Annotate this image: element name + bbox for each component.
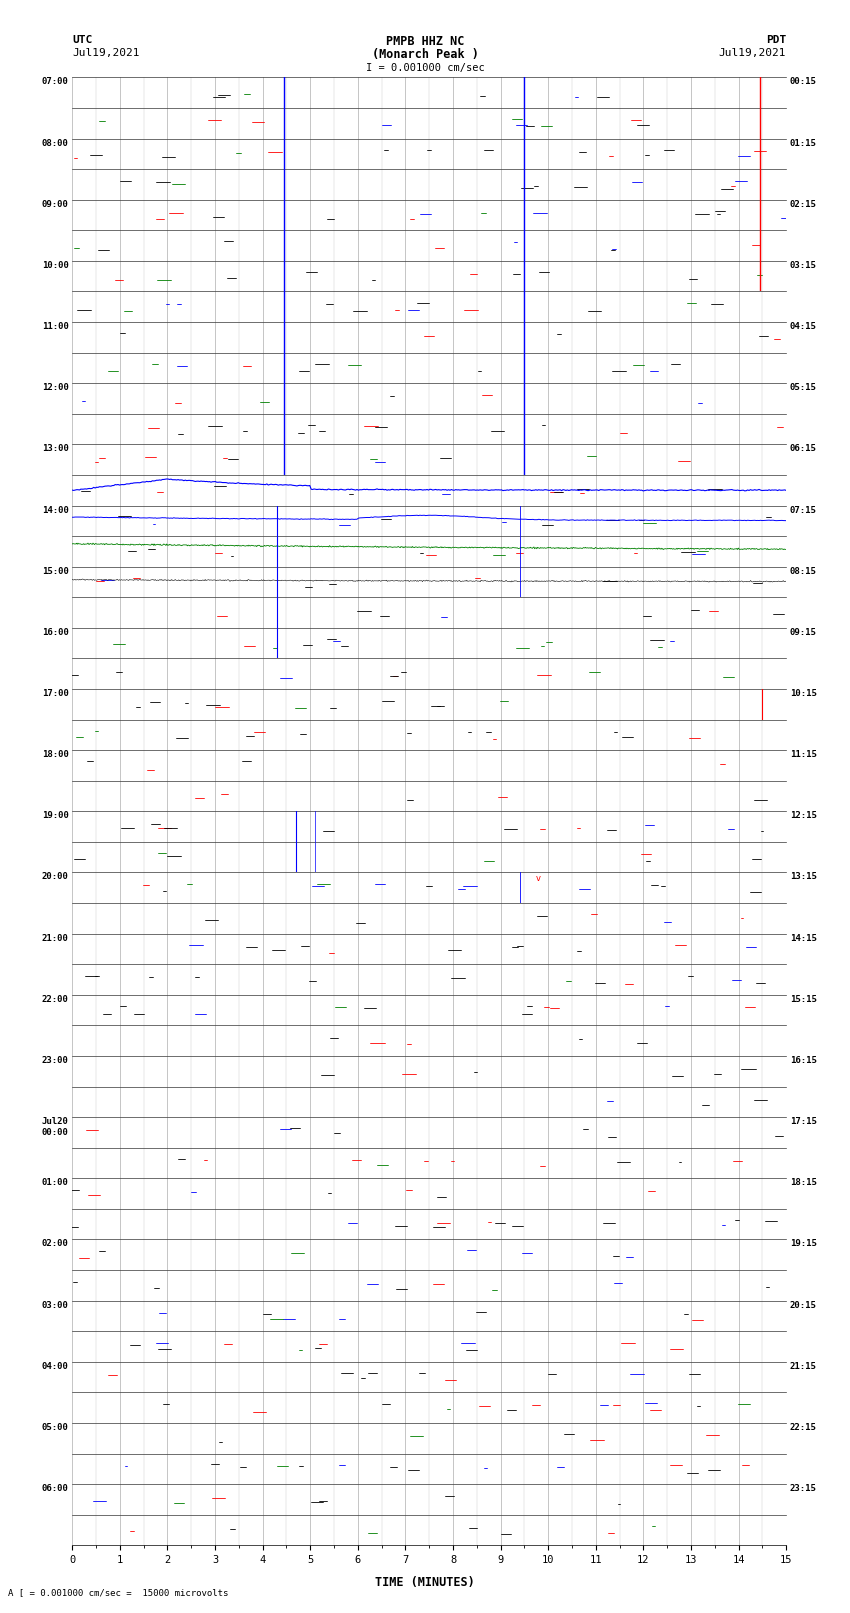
Text: 04:15: 04:15 xyxy=(790,323,817,331)
Text: Jul19,2021: Jul19,2021 xyxy=(72,48,139,58)
Text: 18:15: 18:15 xyxy=(790,1177,817,1187)
Text: 07:00: 07:00 xyxy=(42,77,69,87)
Text: 09:15: 09:15 xyxy=(790,627,817,637)
Text: 22:00: 22:00 xyxy=(42,995,69,1003)
Text: 09:00: 09:00 xyxy=(42,200,69,208)
Text: 10:15: 10:15 xyxy=(790,689,817,698)
Text: A [ = 0.001000 cm/sec =  15000 microvolts: A [ = 0.001000 cm/sec = 15000 microvolts xyxy=(8,1587,229,1597)
Text: 19:15: 19:15 xyxy=(790,1239,817,1248)
Text: 01:00: 01:00 xyxy=(42,1177,69,1187)
Text: 14:00: 14:00 xyxy=(42,505,69,515)
Text: 03:00: 03:00 xyxy=(42,1300,69,1310)
Text: Jul19,2021: Jul19,2021 xyxy=(719,48,786,58)
Text: 14:15: 14:15 xyxy=(790,934,817,942)
Text: 08:15: 08:15 xyxy=(790,566,817,576)
Text: 16:15: 16:15 xyxy=(790,1057,817,1065)
Text: 12:15: 12:15 xyxy=(790,811,817,821)
Text: 06:00: 06:00 xyxy=(42,1484,69,1494)
Text: 08:00: 08:00 xyxy=(42,139,69,147)
Text: 19:00: 19:00 xyxy=(42,811,69,821)
Text: 20:15: 20:15 xyxy=(790,1300,817,1310)
Text: 11:15: 11:15 xyxy=(790,750,817,760)
Text: 15:00: 15:00 xyxy=(42,566,69,576)
Text: 02:15: 02:15 xyxy=(790,200,817,208)
Text: 05:15: 05:15 xyxy=(790,384,817,392)
Text: TIME (MINUTES): TIME (MINUTES) xyxy=(375,1576,475,1589)
Text: 23:15: 23:15 xyxy=(790,1484,817,1494)
Text: 15:15: 15:15 xyxy=(790,995,817,1003)
Text: 01:15: 01:15 xyxy=(790,139,817,147)
Text: 22:15: 22:15 xyxy=(790,1423,817,1432)
Text: 16:00: 16:00 xyxy=(42,627,69,637)
Text: 04:00: 04:00 xyxy=(42,1361,69,1371)
Text: PMPB HHZ NC: PMPB HHZ NC xyxy=(386,35,464,48)
Text: 20:00: 20:00 xyxy=(42,873,69,881)
Text: v: v xyxy=(536,874,541,884)
Text: 11:00: 11:00 xyxy=(42,323,69,331)
Text: 02:00: 02:00 xyxy=(42,1239,69,1248)
Text: 10:00: 10:00 xyxy=(42,261,69,269)
Text: 03:15: 03:15 xyxy=(790,261,817,269)
Text: PDT: PDT xyxy=(766,35,786,45)
Text: 07:15: 07:15 xyxy=(790,505,817,515)
Text: 17:00: 17:00 xyxy=(42,689,69,698)
Text: UTC: UTC xyxy=(72,35,93,45)
Text: 05:00: 05:00 xyxy=(42,1423,69,1432)
Text: 23:00: 23:00 xyxy=(42,1057,69,1065)
Text: 18:00: 18:00 xyxy=(42,750,69,760)
Text: (Monarch Peak ): (Monarch Peak ) xyxy=(371,48,479,61)
Text: I = 0.001000 cm/sec: I = 0.001000 cm/sec xyxy=(366,63,484,73)
Text: 21:15: 21:15 xyxy=(790,1361,817,1371)
Text: 13:00: 13:00 xyxy=(42,445,69,453)
Text: Jul20
00:00: Jul20 00:00 xyxy=(42,1118,69,1137)
Text: 12:00: 12:00 xyxy=(42,384,69,392)
Text: 21:00: 21:00 xyxy=(42,934,69,942)
Text: 17:15: 17:15 xyxy=(790,1118,817,1126)
Text: 00:15: 00:15 xyxy=(790,77,817,87)
Text: 06:15: 06:15 xyxy=(790,445,817,453)
Text: 13:15: 13:15 xyxy=(790,873,817,881)
